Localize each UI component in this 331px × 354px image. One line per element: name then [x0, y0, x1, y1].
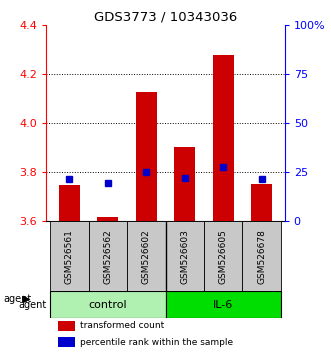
Text: GSM526605: GSM526605 [219, 229, 228, 284]
Title: GDS3773 / 10343036: GDS3773 / 10343036 [94, 11, 237, 24]
Text: agent: agent [19, 299, 47, 309]
Bar [166, 222, 204, 291]
Bar [58, 337, 75, 347]
Text: percentile rank within the sample: percentile rank within the sample [80, 338, 233, 347]
Text: GSM526678: GSM526678 [257, 229, 266, 284]
Bar [242, 222, 281, 291]
Text: control: control [88, 299, 127, 309]
Text: GSM526603: GSM526603 [180, 229, 189, 284]
Text: ▶: ▶ [23, 294, 30, 304]
Bar [213, 55, 234, 222]
Text: agent: agent [3, 294, 31, 304]
Text: transformed count: transformed count [80, 321, 164, 330]
Bar [58, 321, 75, 331]
Bar [50, 291, 166, 318]
Text: GSM526602: GSM526602 [142, 229, 151, 284]
Text: IL-6: IL-6 [213, 299, 233, 309]
Text: GSM526561: GSM526561 [65, 229, 74, 284]
Text: GSM526562: GSM526562 [103, 229, 112, 284]
Bar [136, 92, 157, 222]
Bar [59, 185, 80, 222]
Bar [204, 222, 242, 291]
Bar [89, 222, 127, 291]
Bar [174, 147, 195, 222]
Bar [97, 217, 118, 222]
Bar [251, 184, 272, 222]
Bar [50, 222, 89, 291]
Bar [127, 222, 166, 291]
Bar [166, 291, 281, 318]
